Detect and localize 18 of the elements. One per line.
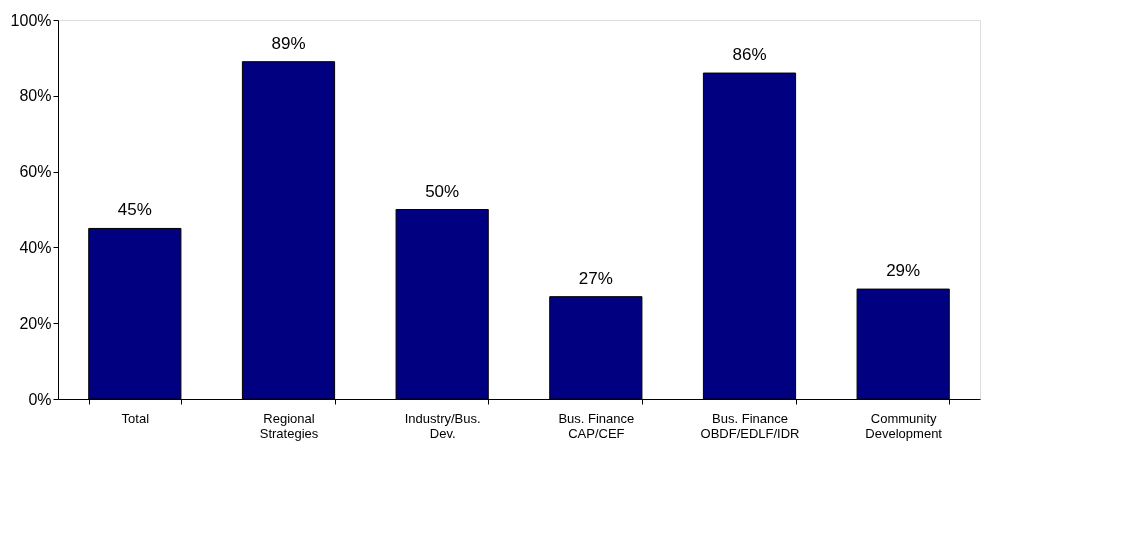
data-label: 45% xyxy=(117,200,152,220)
x-tick-label: Industry/Bus. Dev. xyxy=(404,410,481,441)
y-tick-label: 80% xyxy=(19,87,52,105)
x-tick-label: Community Development xyxy=(865,410,943,441)
data-label: 27% xyxy=(578,268,613,288)
x-tick-label: Bus. Finance CAP/CEF xyxy=(558,410,635,441)
x-tick-label: Regional Strategies xyxy=(259,410,319,441)
data-label: 50% xyxy=(425,181,460,201)
y-tick-label: 60% xyxy=(19,163,52,181)
y-tick-label: 100% xyxy=(10,11,52,29)
y-tick-label: 0% xyxy=(28,390,52,408)
y-tick-label: 40% xyxy=(19,238,52,256)
x-tick-label: Bus. Finance OBDF/EDLF/IDR xyxy=(700,410,800,441)
y-tick-label: 20% xyxy=(19,314,52,332)
data-label: 29% xyxy=(886,261,921,281)
x-tick-label: Total xyxy=(121,410,150,426)
data-label: 86% xyxy=(732,45,767,65)
data-label: 89% xyxy=(271,33,306,53)
